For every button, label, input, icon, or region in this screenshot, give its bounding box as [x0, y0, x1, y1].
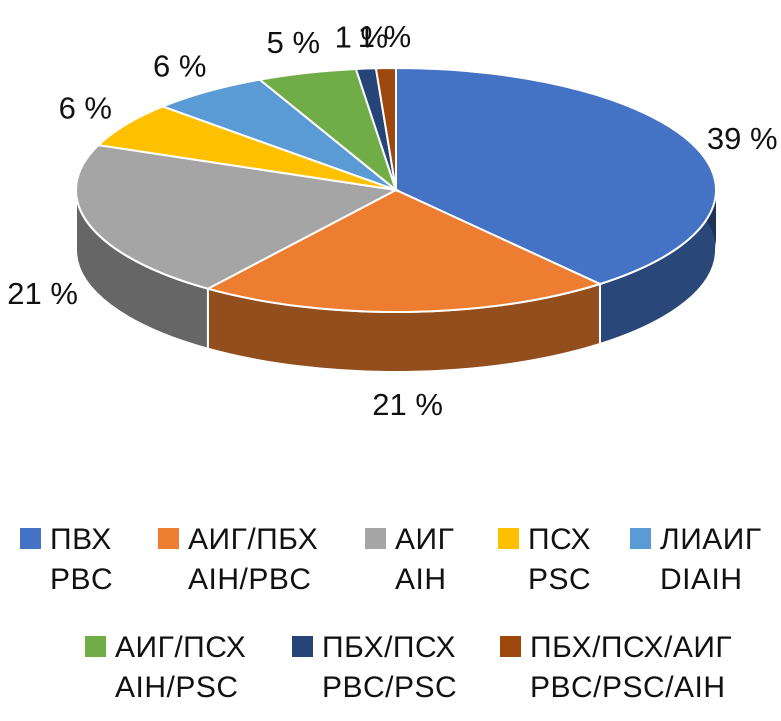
pie-slice-2 — [75, 144, 400, 290]
legend-label: АИГ/ПСХ — [115, 631, 247, 664]
legend-item-liaig: ЛИАИГ DIAIH — [630, 520, 762, 600]
pie-data-label-4: 6 % — [153, 48, 206, 83]
legend-label: ЛИАИГ — [660, 523, 762, 556]
pie-data-label-2: 21 % — [7, 276, 78, 311]
legend-label: АИГ — [395, 523, 455, 556]
legend-swatch — [292, 636, 313, 657]
pie-slice-3 — [96, 105, 397, 191]
pie-slice-1 — [205, 188, 603, 313]
legend-label: АИГ/ПБХ — [188, 523, 319, 556]
pie-slices — [75, 66, 717, 313]
legend-item-aig: АИГ AIH — [365, 520, 454, 600]
legend-label-en: AIH/PBC — [188, 563, 312, 596]
legend-item-psh: ПСХ PSC — [498, 520, 591, 600]
legend-label-en: PBC/PSC — [322, 671, 458, 704]
legend-label: ПБХ/ПСХ — [322, 631, 456, 664]
pie-slice-0 — [395, 66, 717, 286]
legend-swatch — [500, 636, 521, 657]
pie-data-label-0: 39 % — [707, 121, 778, 156]
legend-swatch — [498, 528, 519, 549]
pie-data-label-7: 1 % — [358, 19, 411, 54]
pie-slice-4 — [159, 78, 397, 191]
legend-label-en: PBC/PSC/AIH — [530, 671, 726, 704]
pie-data-label-6: 1 % — [335, 20, 388, 55]
legend-swatch — [365, 528, 386, 549]
legend-row-1: ПВХ PBC АИГ/ПБХ AIH/PBC АИГ AIH ПСХ PSC — [0, 520, 781, 610]
legend-label: ПБХ/ПСХ/АИГ — [530, 631, 733, 664]
legend-item-pbh-psh: ПБХ/ПСХ PBC/PSC — [292, 628, 457, 708]
pie-chart: 39 % 21 % 21 % 6 % 6 % 5 % 1 %1 % — [7, 19, 777, 422]
legend-swatch — [20, 528, 41, 549]
pie-data-label-5: 5 % — [267, 25, 320, 60]
legend-item-aig-psh: АИГ/ПСХ AIH/PSC — [85, 628, 246, 708]
legend-label-en: AIH/PSC — [115, 671, 239, 704]
legend-swatch — [158, 528, 179, 549]
pie-data-label-3: 6 % — [59, 90, 112, 125]
legend-item-aig-pbh: АИГ/ПБХ AIH/PBC — [158, 520, 318, 600]
pie-slice-7 — [374, 66, 397, 191]
legend-label-en: DIAIH — [660, 563, 743, 596]
legend: ПВХ PBC АИГ/ПБХ AIH/PBC АИГ AIH ПСХ PSC — [0, 520, 781, 721]
legend-label: ПВХ — [50, 523, 112, 556]
legend-item-pbh-psh-aig: ПБХ/ПСХ/АИГ PBC/PSC/AIH — [500, 628, 732, 708]
legend-label-en: AIH — [395, 563, 447, 596]
legend-swatch — [85, 636, 106, 657]
pie-data-label-1: 21 % — [372, 387, 443, 422]
legend-swatch — [630, 528, 651, 549]
legend-row-2: АИГ/ПСХ AIH/PSC ПБХ/ПСХ PBC/PSC ПБХ/ПСХ/… — [0, 628, 781, 718]
legend-label-en: PBC — [50, 563, 114, 596]
pie-data-labels: 39 % 21 % 21 % 6 % 6 % 5 % 1 %1 % — [7, 19, 777, 422]
legend-label: ПСХ — [528, 523, 592, 556]
legend-item-pvh: ПВХ PBC — [20, 520, 113, 600]
legend-label-en: PSC — [528, 563, 592, 596]
